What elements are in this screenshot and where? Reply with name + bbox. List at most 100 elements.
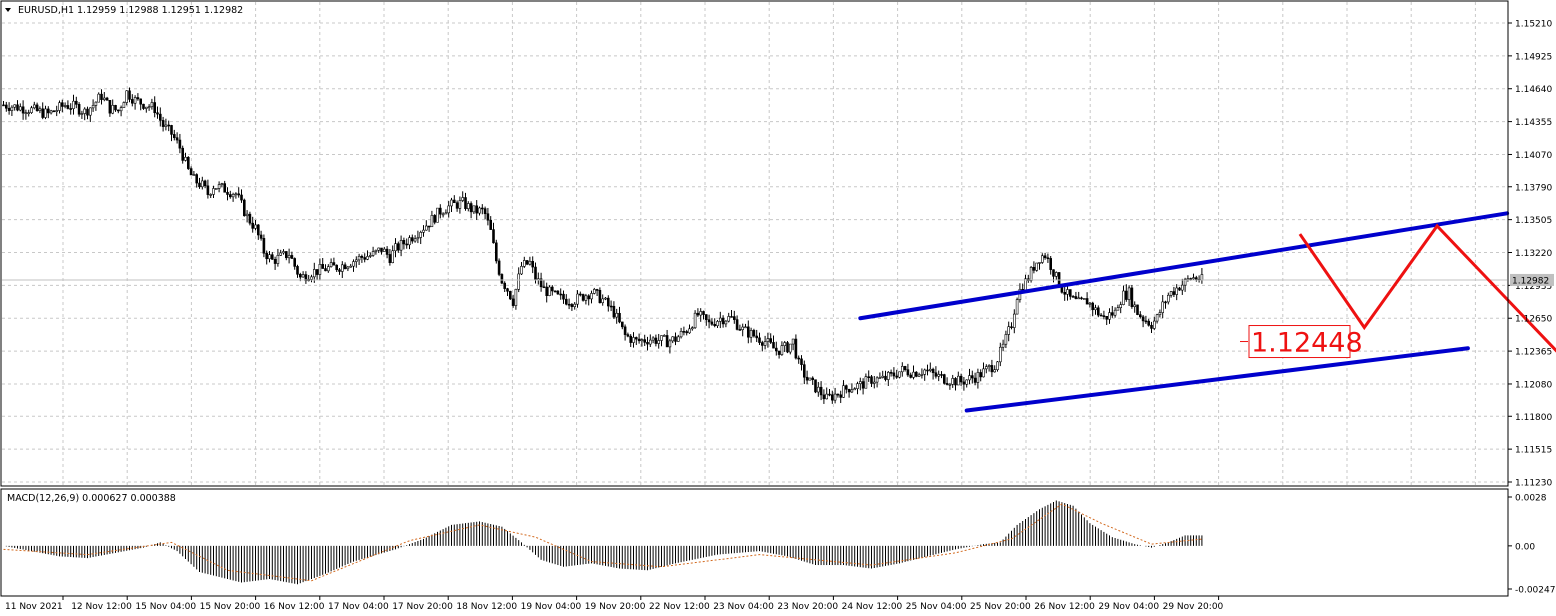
candle-body-up (1122, 290, 1125, 305)
candle-body-up (145, 106, 148, 109)
candle (674, 332, 677, 346)
candle-body-down (626, 334, 630, 337)
forecast-zigzag-line[interactable] (1298, 223, 1556, 437)
candle-body-down (489, 219, 493, 230)
candle-body-up (632, 337, 635, 343)
candle-body-up (1094, 307, 1097, 311)
candle (584, 293, 588, 305)
time-axis-label: 19 Nov 04:00 (521, 602, 582, 612)
candle (103, 92, 106, 102)
candle (1141, 315, 1145, 328)
time-axis-label: 25 Nov 04:00 (906, 602, 967, 612)
triangle-down-icon[interactable] (5, 8, 11, 12)
price-panel[interactable] (2, 87, 1556, 437)
candle-body-down (173, 134, 176, 138)
price-axis-label: 1.14355 (1515, 118, 1552, 128)
candle-body-down (844, 385, 848, 390)
candle (797, 355, 801, 364)
candle-body-down (559, 293, 563, 296)
candle (1012, 309, 1016, 334)
candle-body-up (928, 368, 932, 371)
candle-body-up (80, 113, 84, 115)
candle-body-up (898, 371, 901, 378)
candle-body-down (940, 374, 943, 376)
macd-axis[interactable]: 0.0028 0.00 -0.002472 (1508, 494, 1556, 596)
candle-body-down (1147, 320, 1150, 326)
candle (679, 327, 683, 339)
candle (954, 377, 957, 391)
macd-panel[interactable] (3, 500, 1203, 585)
channel-lower-line[interactable] (964, 346, 1470, 413)
candle (688, 324, 691, 334)
candle (486, 207, 490, 226)
candle-body-up (920, 374, 924, 376)
candle (301, 271, 305, 278)
price-axis-label: 1.14925 (1515, 52, 1552, 62)
candle (732, 310, 736, 324)
candle-body-up (424, 225, 428, 231)
candle-body-up (912, 371, 915, 378)
candle-body-up (212, 188, 215, 195)
candle (982, 362, 985, 378)
candle (791, 338, 795, 351)
candle-body-up (727, 316, 731, 322)
candle-body-down (248, 213, 252, 224)
candle (886, 370, 890, 387)
time-axis-label: 15 Nov 20:00 (200, 602, 261, 612)
candle-body-up (592, 289, 596, 294)
candle (21, 100, 25, 120)
candle (380, 247, 383, 255)
price-annotation[interactable]: 1.12448 (1240, 325, 1363, 359)
annotation-box (1248, 325, 1351, 359)
candle (777, 350, 781, 359)
candle-body-up (49, 110, 53, 114)
candle-body-down (243, 199, 246, 217)
candle (173, 129, 176, 141)
candle (326, 264, 330, 273)
candle (1155, 313, 1159, 324)
candle (520, 261, 523, 275)
candle-body-up (1119, 304, 1122, 308)
candle (1139, 311, 1142, 319)
candle (606, 295, 610, 312)
candle-body-up (1001, 343, 1005, 348)
candle-body-down (21, 106, 25, 114)
channel-upper-line[interactable] (858, 211, 1510, 321)
candle-body-up (125, 90, 128, 103)
candle-body-up (923, 369, 927, 375)
candle (469, 201, 473, 219)
candle (237, 187, 240, 198)
candle (1113, 307, 1117, 318)
candle (1043, 252, 1047, 260)
candle-body-down (226, 191, 229, 195)
drawing-objects[interactable] (858, 211, 1556, 437)
candle-body-up (329, 262, 333, 267)
candle-body-up (576, 293, 579, 305)
candle-body-down (114, 104, 117, 111)
candle-body-up (408, 237, 411, 246)
candle (245, 210, 249, 223)
time-axis-label: 29 Nov 20:00 (1163, 602, 1224, 612)
candle-body-up (103, 97, 106, 100)
candle (94, 101, 98, 111)
candle (357, 253, 361, 265)
candle (858, 377, 862, 391)
candle-body-down (1080, 297, 1083, 300)
candle-body-up (13, 104, 16, 108)
candle (69, 103, 72, 115)
price-axis[interactable]: 1.15210 1.14925 1.14640 1.14355 1.14070 1.137… (1508, 20, 1552, 489)
candle-body-down (758, 337, 761, 343)
candle (567, 298, 571, 310)
candle-body-up (416, 237, 420, 240)
candle (601, 294, 605, 306)
candle (1032, 261, 1036, 274)
candle (332, 257, 336, 266)
candle-body-up (441, 213, 445, 216)
time-axis[interactable]: 11 Nov 2021 12 Nov 12:00 15 Nov 04:00 15 No… (5, 596, 1224, 612)
candle-body-up (349, 265, 353, 268)
annotation-label: 1.12448 (1251, 328, 1363, 359)
candle-body-up (987, 365, 991, 367)
candle-body-down (553, 290, 557, 293)
candle-body-down (1085, 298, 1089, 305)
